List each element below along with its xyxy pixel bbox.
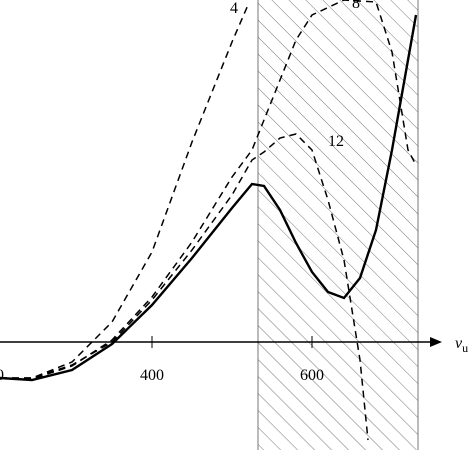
x-axis-label-sub: u (462, 341, 468, 355)
shaded-region (258, 0, 418, 450)
x-axis-label-main: v (455, 335, 463, 352)
curve (0, 14, 418, 382)
curve-label: 4 (230, 0, 238, 17)
curve-label: 8 (352, 0, 360, 12)
x-axis-label: vu (455, 335, 468, 355)
curve (0, 4, 249, 379)
curve (0, 133, 369, 441)
x-tick-label: 400 (140, 367, 164, 384)
curve-label: 12 (328, 133, 344, 150)
x-tick-label: 200 (0, 367, 4, 384)
x-tick-label: 600 (300, 367, 324, 384)
